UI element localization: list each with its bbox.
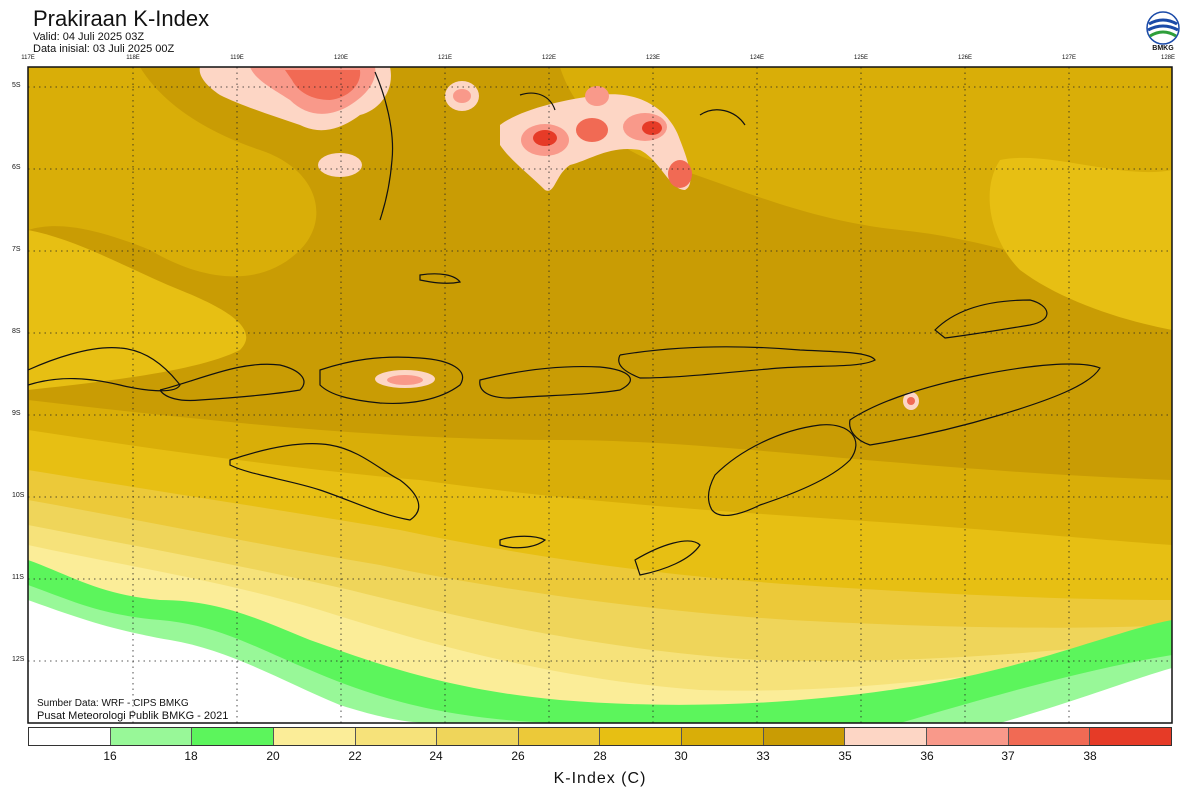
scale-tick-label: 30	[674, 749, 688, 763]
scale-tick-label: 37	[1001, 749, 1015, 763]
hotspot-small-2-core	[453, 89, 471, 103]
lat-label: 6S	[12, 164, 21, 171]
color-scale-segment	[845, 728, 928, 745]
map-frame	[27, 66, 1173, 724]
color-scale-bar	[28, 727, 1172, 746]
hotspot-small-1	[318, 153, 362, 177]
lat-label: 11S	[12, 574, 24, 581]
lon-label: 120E	[333, 55, 349, 61]
data-source-credit: Sumber Data: WRF - CIPS BMKG	[37, 698, 189, 709]
color-scale-segment	[355, 728, 438, 745]
lon-label: 119E	[230, 55, 244, 61]
legend-title: K-Index (C)	[553, 770, 647, 787]
color-scale-segment	[518, 728, 601, 745]
valid-time: Valid: 04 Juli 2025 03Z	[33, 31, 145, 43]
scale-tick-label: 28	[593, 749, 607, 763]
hotspot-ne-core-3	[642, 121, 662, 135]
lat-label: 12S	[12, 656, 25, 663]
scale-tick-label: 36	[920, 749, 934, 763]
color-scale-segment	[437, 728, 519, 745]
field-w	[28, 230, 247, 390]
color-scale-segment	[29, 728, 111, 745]
map-title: Prakiraan K-Index	[33, 6, 210, 31]
logo-label: BMKG	[1152, 45, 1174, 52]
color-scale-segment	[682, 728, 764, 745]
hotspot-sumbawa-core	[387, 375, 423, 385]
scale-tick-label: 35	[838, 749, 852, 763]
scale-tick-label: 38	[1083, 749, 1097, 763]
color-scale-segment	[192, 728, 274, 745]
lon-label: 122E	[541, 55, 557, 61]
lon-label: 126E	[957, 55, 973, 61]
lat-label: 7S	[12, 246, 21, 253]
coastlines	[28, 71, 1101, 576]
field-nw	[28, 67, 317, 277]
bmkg-logo-icon	[1146, 11, 1180, 45]
scale-tick-label: 18	[184, 749, 198, 763]
hotspot-nw-core	[285, 70, 361, 100]
scale-tick-label: 33	[756, 749, 770, 763]
hotspot-ne-core-4	[668, 160, 692, 188]
color-scale-segment	[1090, 728, 1171, 745]
lat-label: 8S	[12, 328, 21, 335]
field-e	[989, 157, 1172, 330]
hotspot-ne-5	[585, 86, 609, 106]
scale-tick-label: 20	[266, 749, 280, 763]
lon-label: 124E	[749, 55, 765, 61]
org-credit: Pusat Meteorologi Publik BMKG - 2021	[37, 710, 229, 722]
lon-label: 127E	[1061, 55, 1077, 61]
lat-label: 5S	[12, 82, 21, 89]
lon-label: 125E	[853, 55, 869, 61]
color-scale-segment	[110, 728, 193, 745]
hotspot-ne-core-2	[576, 118, 608, 142]
color-scale-segment	[600, 728, 683, 745]
lon-label: 117E	[21, 55, 35, 61]
scale-tick-label: 24	[429, 749, 443, 763]
lon-label: 118E	[126, 55, 140, 61]
lon-label: 121E	[437, 55, 453, 61]
band-16-west	[28, 600, 430, 723]
band-16-east	[1000, 668, 1172, 723]
scale-tick-label: 22	[348, 749, 362, 763]
lon-label: 123E	[645, 55, 661, 61]
color-scale-segment	[273, 728, 356, 745]
lat-label: 9S	[12, 410, 21, 417]
color-scale-segment	[927, 728, 1009, 745]
lon-label: 128E	[1160, 55, 1176, 61]
color-scale-segment	[1008, 728, 1091, 745]
hotspot-ne-core-1	[533, 130, 557, 146]
hotspot-timor-core	[907, 397, 915, 405]
init-time: Data inisial: 03 Juli 2025 00Z	[33, 43, 175, 55]
color-scale-segment	[763, 728, 846, 745]
lat-label: 10S	[12, 492, 25, 499]
graticule	[28, 67, 1172, 723]
scale-tick-label: 16	[103, 749, 117, 763]
scale-tick-label: 26	[511, 749, 525, 763]
